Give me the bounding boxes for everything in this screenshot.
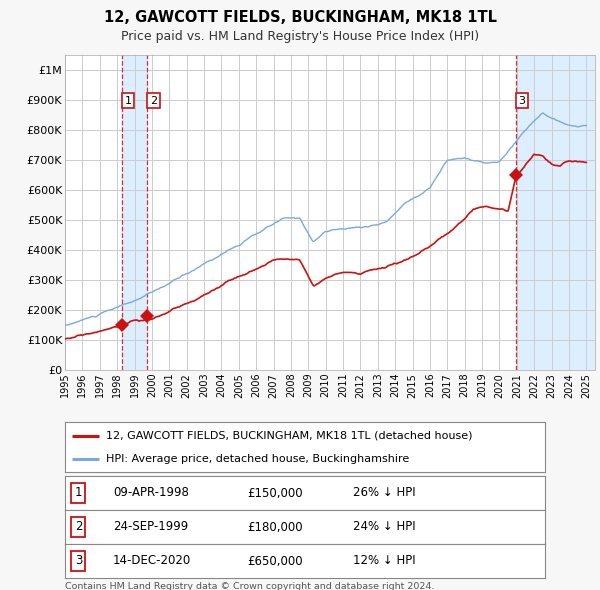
- Text: 12, GAWCOTT FIELDS, BUCKINGHAM, MK18 1TL: 12, GAWCOTT FIELDS, BUCKINGHAM, MK18 1TL: [104, 10, 497, 25]
- Text: 1: 1: [124, 96, 131, 106]
- Bar: [122, 55, 147, 370]
- Text: 2: 2: [74, 520, 82, 533]
- Text: 2: 2: [150, 96, 157, 106]
- Text: 1: 1: [74, 487, 82, 500]
- Text: HPI: Average price, detached house, Buckinghamshire: HPI: Average price, detached house, Buck…: [106, 454, 409, 464]
- Bar: [516, 55, 595, 370]
- Text: £650,000: £650,000: [247, 555, 303, 568]
- Text: 14-DEC-2020: 14-DEC-2020: [113, 555, 191, 568]
- Text: 09-APR-1998: 09-APR-1998: [113, 487, 189, 500]
- Text: 24% ↓ HPI: 24% ↓ HPI: [353, 520, 416, 533]
- Text: Price paid vs. HM Land Registry's House Price Index (HPI): Price paid vs. HM Land Registry's House …: [121, 30, 479, 43]
- Text: Contains HM Land Registry data © Crown copyright and database right 2024.
This d: Contains HM Land Registry data © Crown c…: [65, 582, 434, 590]
- Text: 3: 3: [75, 555, 82, 568]
- Text: 3: 3: [518, 96, 526, 106]
- Text: £150,000: £150,000: [247, 487, 303, 500]
- Text: 26% ↓ HPI: 26% ↓ HPI: [353, 487, 416, 500]
- Text: £180,000: £180,000: [247, 520, 303, 533]
- Text: 12% ↓ HPI: 12% ↓ HPI: [353, 555, 416, 568]
- Text: 12, GAWCOTT FIELDS, BUCKINGHAM, MK18 1TL (detached house): 12, GAWCOTT FIELDS, BUCKINGHAM, MK18 1TL…: [106, 431, 472, 441]
- Text: 24-SEP-1999: 24-SEP-1999: [113, 520, 188, 533]
